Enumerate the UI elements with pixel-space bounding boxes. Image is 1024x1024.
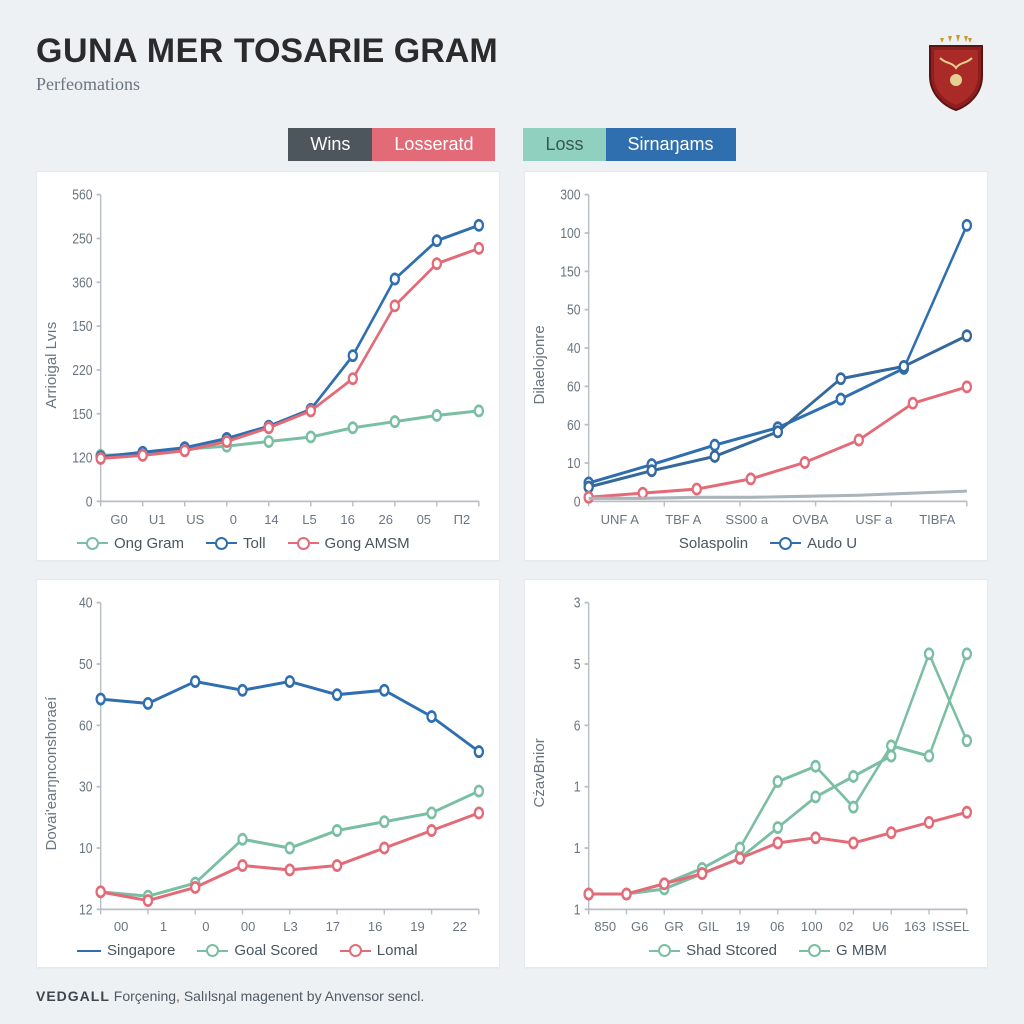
svg-text:0: 0 (86, 493, 93, 510)
svg-text:1: 1 (574, 901, 581, 918)
chart-grid: Arrioigal Lvıs0120150220150360250560G0U1… (36, 171, 988, 968)
svg-text:360: 360 (72, 274, 93, 291)
svg-text:150: 150 (72, 406, 93, 423)
footer-brand: VEDGALL (36, 988, 110, 1004)
legend-seg-sirn: Sirnaŋams (606, 128, 736, 161)
svg-text:150: 150 (560, 263, 581, 280)
y-axis-label: Arrioigal Lvıs (43, 182, 60, 527)
svg-text:60: 60 (567, 378, 581, 395)
chart-svg: 12 10 30 60 50 40 (60, 590, 487, 920)
x-ticks: 850G6GRGIL190610002U6163ISSEL (548, 919, 975, 934)
legend-item: Toll (206, 535, 266, 552)
svg-text:50: 50 (567, 302, 581, 319)
svg-text:40: 40 (567, 340, 581, 357)
series-lomal (101, 812, 479, 900)
chart-svg: 0 120 150 220 150 360 250 560 (60, 182, 487, 512)
legend-item: Ong Gram (77, 535, 184, 552)
legend-item: G MBM (799, 942, 887, 959)
series-secondary-blue (589, 336, 967, 487)
svg-text:40: 40 (79, 594, 93, 611)
svg-text:12: 12 (79, 901, 93, 918)
legend-item: Singapore (77, 942, 175, 959)
svg-text:120: 120 (72, 449, 93, 466)
svg-text:3: 3 (574, 594, 581, 611)
y-axis-label: Dilaelojonre (531, 182, 548, 527)
chart-legend: Singapore Goal Scored Lomal (43, 934, 487, 961)
legend-seg-wins: Wins (288, 128, 372, 161)
y-axis-label: Dovai'earŋnconshoraeí (43, 590, 60, 935)
svg-text:300: 300 (560, 187, 581, 204)
chart-card-tr: Dilaelojonre 0 10 60 60 40 50 150 100 300 UNF ATBF… (524, 171, 988, 561)
svg-text:220: 220 (72, 362, 93, 379)
top-legend-left: Wins Losseratd (288, 128, 495, 161)
page-title: GUNA MER TOSARIE GRAM (36, 34, 498, 70)
svg-text:30: 30 (79, 778, 93, 795)
chart-card-tl: Arrioigal Lvıs 0 120 150 220 150 360 250 560 G0U1… (36, 171, 500, 561)
x-ticks: UNF ATBF ASS00 aOVBAUSF aTIBFA (548, 512, 975, 527)
legend-item: Solaspolin (679, 535, 748, 552)
svg-text:250: 250 (72, 230, 93, 247)
title-block: GUNA MER TOSARIE GRAM Perfeomations (36, 34, 498, 95)
svg-text:6: 6 (574, 717, 581, 734)
series-shad-stcored (589, 653, 967, 893)
crest-icon (924, 34, 988, 112)
series-main-blue (589, 225, 967, 483)
svg-text:10: 10 (79, 839, 93, 856)
chart-legend: Shad Stcored G MBM (531, 934, 975, 961)
chart-card-bl: Dovai'earŋnconshoraeí 12 10 30 60 50 40 001000L… (36, 579, 500, 969)
svg-text:1: 1 (574, 839, 581, 856)
series-gong-amsm (101, 248, 479, 458)
page: GUNA MER TOSARIE GRAM Perfeomations (0, 0, 1024, 1024)
chart-svg: 1 1 1 6 5 3 (548, 590, 975, 920)
svg-text:0: 0 (574, 493, 581, 510)
svg-text:5: 5 (574, 655, 581, 672)
header: GUNA MER TOSARIE GRAM Perfeomations (36, 34, 988, 112)
title-part-b: TOSARIE GRAM (234, 32, 498, 70)
svg-text:60: 60 (567, 417, 581, 434)
svg-text:560: 560 (72, 187, 93, 204)
series-g-mbm (589, 653, 967, 893)
legend-seg-loss2: Loss (523, 128, 605, 161)
legend-item: Gong AMSM (288, 535, 410, 552)
chart-card-br: CżavBnior 1 1 1 6 5 3 850G6GRGIL190610002U6163I… (524, 579, 988, 969)
top-legend-right: Loss Sirnaŋams (523, 128, 735, 161)
footer-text: Forçening, Salılsŋal magenent by Anvenso… (110, 988, 424, 1004)
series-toll (101, 225, 479, 457)
svg-text:50: 50 (79, 655, 93, 672)
svg-text:10: 10 (567, 455, 581, 472)
chart-legend: Ong Gram Toll Gong AMSM (43, 527, 487, 554)
top-legend: Wins Losseratd Loss Sirnaŋams (36, 128, 988, 161)
legend-item: Lomal (340, 942, 418, 959)
title-part-a: GUNA MER (36, 32, 224, 70)
y-axis-label: CżavBnior (531, 590, 548, 935)
svg-text:150: 150 (72, 318, 93, 335)
footer: VEDGALL Forçening, Salılsŋal magenent by… (36, 978, 988, 1004)
page-subtitle: Perfeomations (36, 74, 498, 95)
legend-item: Shad Stcored (649, 942, 777, 959)
series-singapore (101, 681, 479, 751)
legend-seg-loss: Losseratd (372, 128, 495, 161)
chart-svg: 0 10 60 60 40 50 150 100 300 (548, 182, 975, 512)
legend-item: Goal Scored (197, 942, 317, 959)
x-ticks: G0U1US014L5162605П2 (60, 512, 487, 527)
x-ticks: 001000L317161922 (60, 919, 487, 934)
chart-legend: Solaspolin Audo U (531, 527, 975, 554)
svg-text:100: 100 (560, 225, 581, 242)
svg-text:60: 60 (79, 717, 93, 734)
svg-text:1: 1 (574, 778, 581, 795)
legend-item: Audo U (770, 535, 857, 552)
